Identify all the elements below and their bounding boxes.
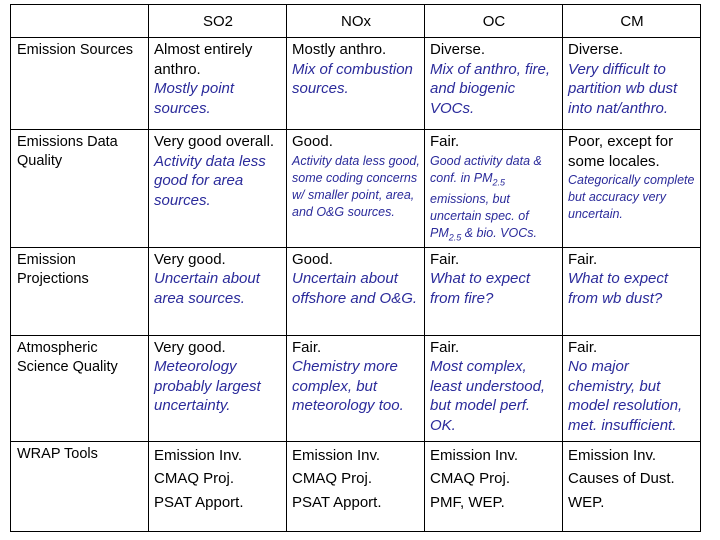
corner-cell <box>10 4 149 38</box>
column-header-so2: SO2 <box>148 4 287 38</box>
table-row: WRAP Tools Emission Inv. CMAQ Proj. PSAT A… <box>10 440 701 532</box>
column-header-cm: CM <box>562 4 701 38</box>
cell-oc: Diverse. Mix of anthro, fire, and biogeni… <box>424 37 563 130</box>
cell-cm: Poor, except for some locales. Categorica… <box>562 129 701 248</box>
cell-oc: Fair. Good activity data & conf. in PM2.5… <box>424 129 563 248</box>
cell-nox: Good. Uncertain about offshore and O&G. <box>286 246 425 336</box>
header-row: SO2 NOx OC CM <box>10 4 701 38</box>
cell-oc: Fair. What to expect from fire? <box>424 246 563 336</box>
comparison-table: SO2 NOx OC CM Emission Sources Almost en… <box>10 4 701 532</box>
row-header-wrap-tools: WRAP Tools <box>10 440 149 532</box>
cell-so2: Almost entirely anthro. Mostly point sour… <box>148 37 287 130</box>
cell-nox: Mostly anthro. Mix of combustion sources. <box>286 37 425 130</box>
cell-nox: Emission Inv. CMAQ Proj. PSAT Apport. <box>286 440 425 532</box>
cell-so2: Very good. Uncertain about area sources. <box>148 246 287 336</box>
pm-note: Good activity data & conf. in PM2.5 emis… <box>430 153 542 243</box>
column-header-nox: NOx <box>286 4 425 38</box>
table-row: Emissions Data Quality Very good overall… <box>10 129 701 248</box>
cell-cm: Fair. What to expect from wb dust? <box>562 246 701 336</box>
row-header-emission-sources: Emission Sources <box>10 37 149 130</box>
table-row: Atmospheric Science Quality Very good. Me… <box>10 334 701 442</box>
cell-nox: Fair. Chemistry more complex, but meteoro… <box>286 334 425 442</box>
cell-cm: Fair. No major chemistry, but model resol… <box>562 334 701 442</box>
cell-cm: Emission Inv. Causes of Dust. WEP. <box>562 440 701 532</box>
cell-cm: Diverse. Very difficult to partition wb d… <box>562 37 701 130</box>
row-header-emissions-data-quality: Emissions Data Quality <box>10 129 149 248</box>
column-header-oc: OC <box>424 4 563 38</box>
cell-oc: Emission Inv. CMAQ Proj. PMF, WEP. <box>424 440 563 532</box>
cell-so2: Emission Inv. CMAQ Proj. PSAT Apport. <box>148 440 287 532</box>
row-header-emission-projections: Emission Projections <box>10 246 149 336</box>
table-row: Emission Sources Almost entirely anthro.… <box>10 37 701 130</box>
table-row: Emission Projections Very good. Uncertain… <box>10 246 701 336</box>
cell-so2: Very good. Meteorology probably largest u… <box>148 334 287 442</box>
row-header-atmospheric-science-quality: Atmospheric Science Quality <box>10 334 149 442</box>
cell-nox: Good. Activity data less good, some codin… <box>286 129 425 248</box>
cell-so2: Very good overall. Activity data less goo… <box>148 129 287 248</box>
cell-oc: Fair. Most complex, least understood, but… <box>424 334 563 442</box>
